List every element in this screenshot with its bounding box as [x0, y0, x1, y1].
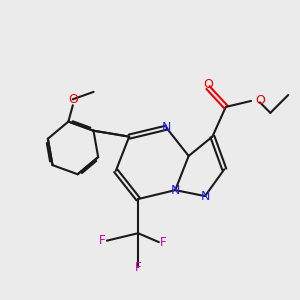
Text: O: O [68, 93, 78, 106]
Text: N: N [200, 190, 210, 202]
Text: F: F [99, 234, 106, 247]
Text: F: F [135, 261, 141, 274]
Text: N: N [171, 184, 180, 196]
Text: F: F [160, 236, 167, 249]
Text: N: N [162, 121, 171, 134]
Text: O: O [256, 94, 266, 107]
Text: O: O [203, 78, 213, 91]
